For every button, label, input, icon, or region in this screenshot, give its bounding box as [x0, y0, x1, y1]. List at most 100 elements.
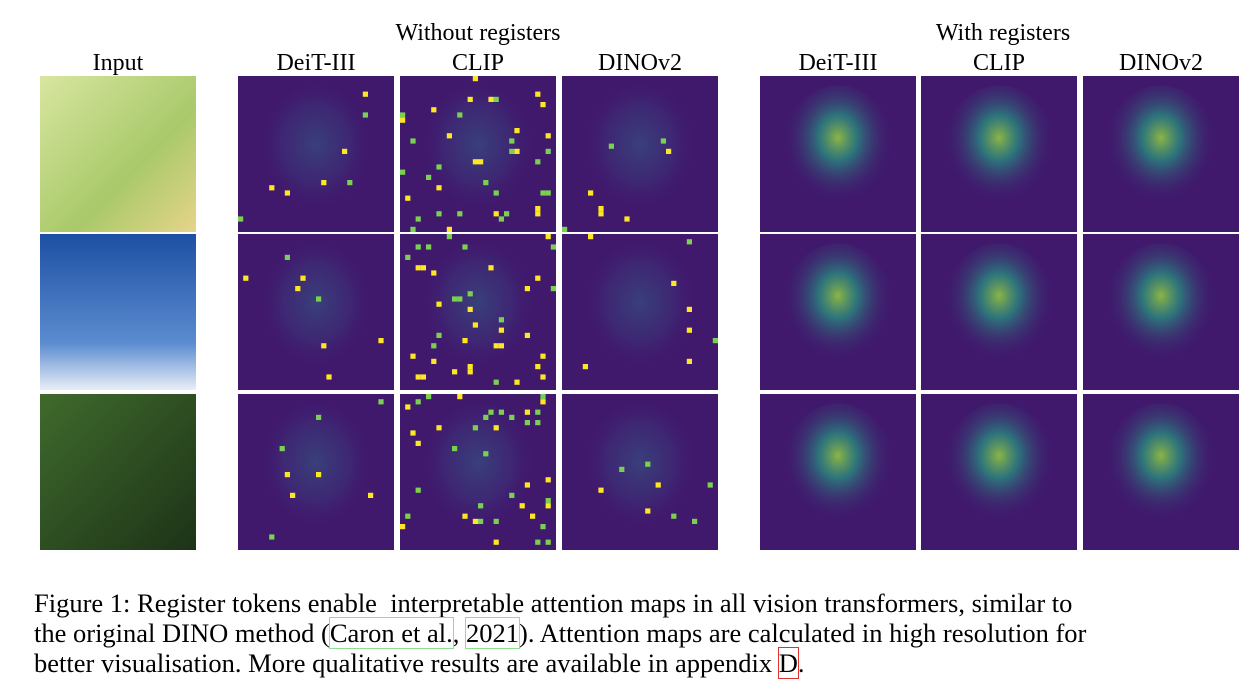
map-object [259, 243, 373, 375]
outlier-token [472, 425, 478, 431]
outlier-token [446, 234, 452, 240]
outlier-token [540, 353, 546, 359]
outlier-token [284, 472, 290, 478]
group-title: With registers [936, 20, 1070, 46]
outlier-token [707, 482, 713, 488]
outlier-token [686, 358, 692, 364]
input-image [40, 76, 196, 232]
map-object [781, 243, 895, 375]
outlier-token [431, 270, 437, 276]
outlier-token [415, 244, 421, 250]
outlier-token [514, 379, 520, 385]
outlier-token [238, 216, 244, 222]
outlier-token [316, 472, 322, 478]
outlier-token [446, 133, 452, 139]
outlier-token [426, 394, 432, 400]
outlier-token [488, 265, 494, 271]
outlier-token [326, 374, 332, 380]
outlier-token [415, 399, 421, 405]
map-object [1104, 85, 1218, 217]
outlier-token [493, 518, 499, 524]
outlier-token [540, 190, 546, 196]
outlier-token [666, 148, 672, 154]
outlier-token [472, 518, 478, 524]
map-object [942, 243, 1056, 375]
outlier-token [467, 306, 473, 312]
outlier-token [426, 244, 432, 250]
outlier-token [405, 404, 411, 410]
outlier-token [540, 399, 546, 405]
input-label: Input [93, 50, 144, 76]
outlier-token [478, 503, 484, 509]
outlier-token [608, 143, 614, 149]
outlier-token [550, 286, 556, 292]
outlier-token [509, 138, 515, 144]
outlier-token [488, 409, 494, 415]
outlier-token [415, 265, 421, 271]
attention-map [400, 76, 556, 232]
outlier-token [524, 286, 530, 292]
outlier-token [269, 185, 275, 191]
outlier-token [498, 409, 504, 415]
outlier-token [483, 451, 489, 457]
outlier-token [400, 112, 406, 118]
outlier-token [431, 107, 437, 113]
outlier-token [692, 518, 698, 524]
map-object [583, 243, 697, 375]
caption-text: the original DINO method ( [34, 618, 330, 648]
outlier-token [436, 164, 442, 170]
outlier-token [655, 482, 661, 488]
attention-map [760, 76, 916, 232]
outlier-token [284, 190, 290, 196]
outlier-token [400, 524, 406, 530]
reference-link[interactable]: D [777, 647, 799, 679]
attention-map [921, 394, 1077, 550]
outlier-token [598, 487, 604, 493]
outlier-token [686, 327, 692, 333]
outlier-token [415, 487, 421, 493]
outlier-token [472, 159, 478, 165]
outlier-token [467, 291, 473, 297]
outlier-token [619, 466, 625, 472]
group-title: Without registers [396, 20, 561, 46]
outlier-token [405, 513, 411, 519]
outlier-token [535, 211, 541, 217]
outlier-token [362, 112, 368, 118]
outlier-token [535, 409, 541, 415]
outlier-token [269, 534, 275, 540]
outlier-token [493, 425, 499, 431]
reference-link[interactable]: Caron et al. [328, 617, 454, 649]
outlier-token [478, 518, 484, 524]
outlier-token [545, 498, 551, 504]
outlier-token [535, 364, 541, 370]
caption-text: better visualisation. More qualitative r… [34, 648, 779, 678]
reference-link[interactable]: 2021 [465, 617, 520, 649]
outlier-token [498, 343, 504, 349]
outlier-token [588, 234, 594, 240]
outlier-token [457, 112, 463, 118]
outlier-token [545, 190, 551, 196]
column-label: DeiT-III [276, 50, 355, 76]
outlier-token [535, 91, 541, 97]
outlier-token [535, 275, 541, 281]
outlier-token [362, 91, 368, 97]
attention-map [1083, 76, 1239, 232]
figure: Input Without registers DeiT-III CLIP DINOv… [40, 20, 1239, 550]
outlier-token [457, 211, 463, 217]
outlier-token [410, 430, 416, 436]
column-label: DeiT-III [798, 50, 877, 76]
outlier-token [545, 539, 551, 545]
outlier-token [347, 180, 353, 186]
outlier-token [452, 296, 458, 302]
outlier-token [378, 338, 384, 344]
outlier-token [493, 96, 499, 102]
outlier-token [524, 482, 530, 488]
outlier-token [493, 190, 499, 196]
outlier-token [410, 353, 416, 359]
map-object [583, 85, 697, 217]
outlier-token [462, 338, 468, 344]
attention-map [562, 76, 718, 232]
attention-map [238, 394, 394, 550]
outlier-token [686, 239, 692, 245]
column-label: CLIP [452, 50, 504, 76]
